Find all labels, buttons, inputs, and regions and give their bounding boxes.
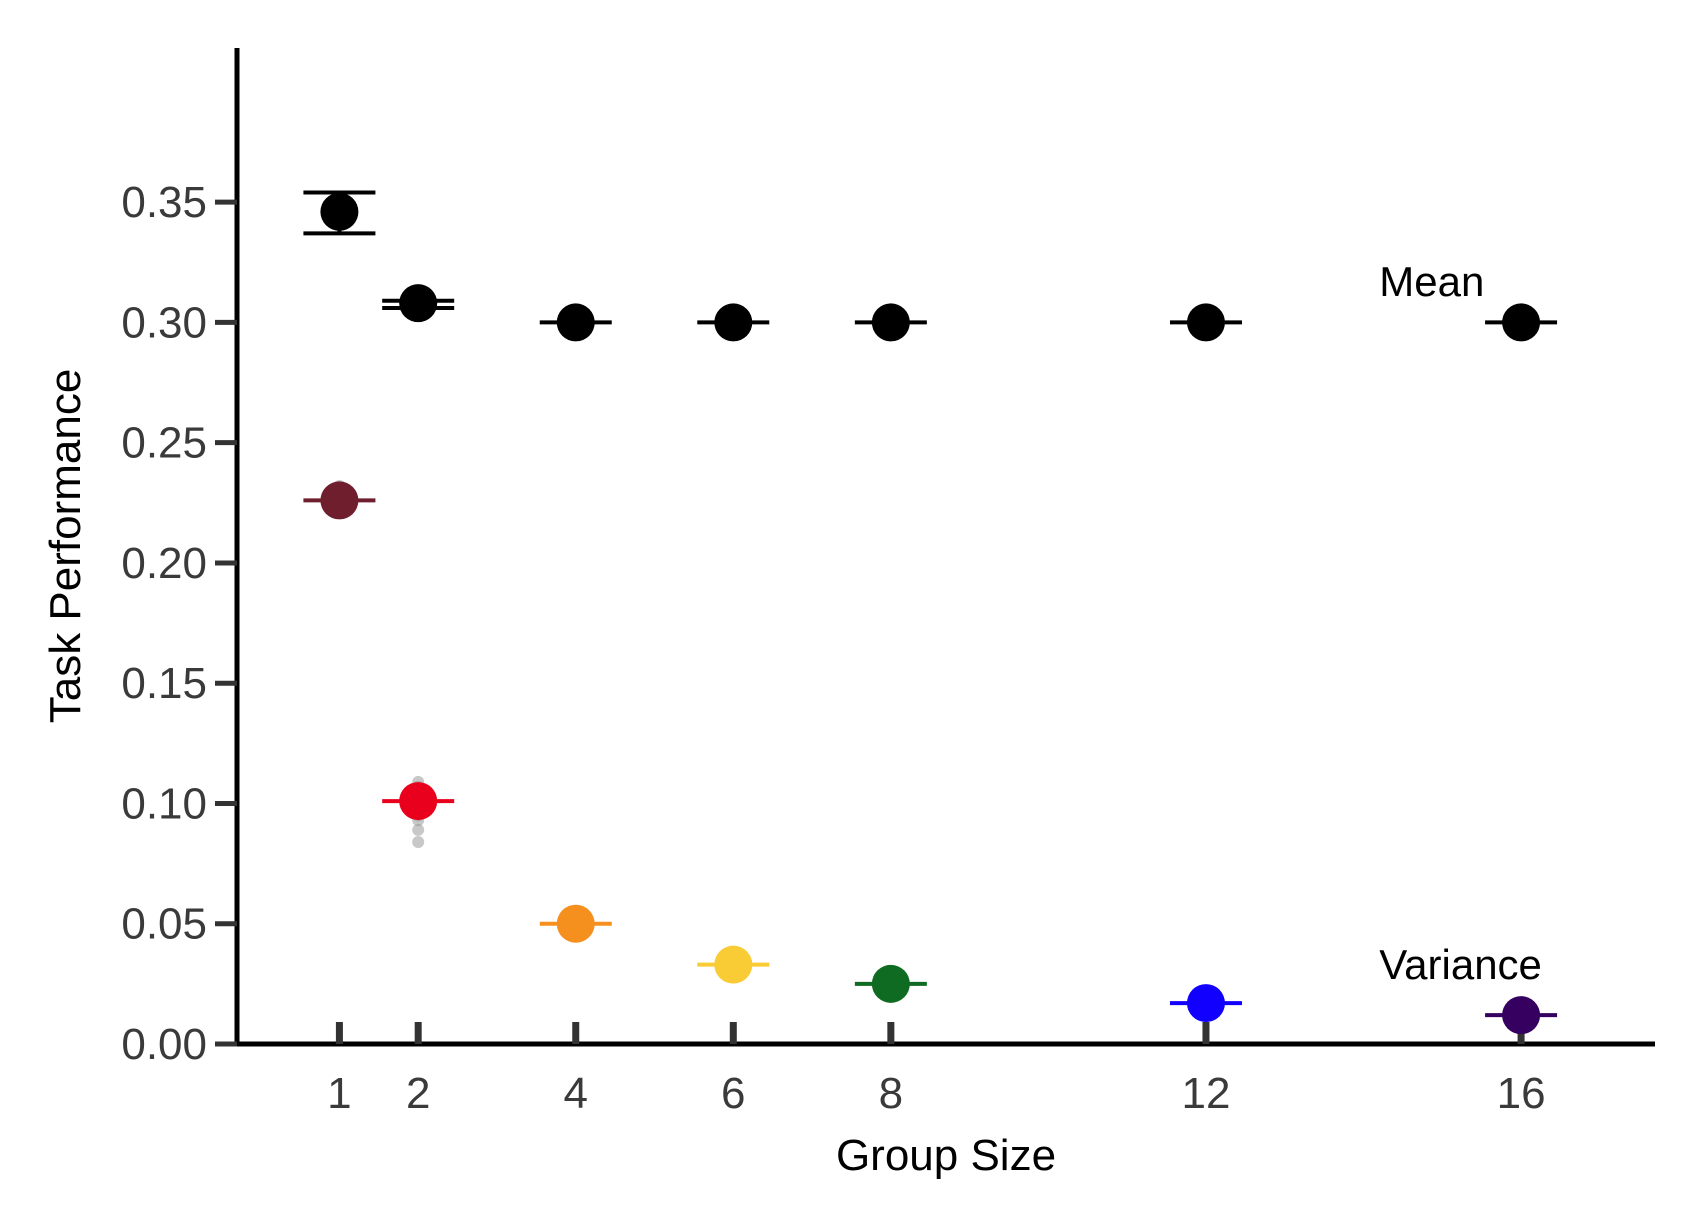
x-tick-label: 16 (1497, 1069, 1546, 1118)
annotations: Mean Variance (1379, 258, 1542, 988)
mean-point (1502, 303, 1541, 342)
y-tick-label: 0.30 (121, 298, 207, 347)
y-axis-title: Task Performance (41, 369, 90, 724)
variance-point (399, 782, 438, 821)
axes: 0.000.050.100.150.200.250.300.351 2 4 6 8 12 1… (41, 48, 1655, 1180)
y-tick-label: 0.10 (121, 779, 207, 828)
annotation-label: Mean (1379, 258, 1484, 305)
error-bars (303, 190, 1558, 1018)
x-tick-label: 6 (721, 1069, 745, 1118)
variance-point (320, 481, 359, 520)
y-tick-label: 0.15 (121, 659, 207, 708)
variance-point (871, 964, 910, 1003)
variance-point (1186, 984, 1225, 1023)
mean-point (714, 303, 753, 342)
y-tick-label: 0.05 (121, 900, 207, 949)
mean-point (556, 303, 595, 342)
variance-point (714, 945, 753, 984)
replicate-point (412, 823, 425, 836)
x-tick-label: 8 (879, 1069, 903, 1118)
mean-point (871, 303, 910, 342)
mean-point (1186, 303, 1225, 342)
variance-point (556, 904, 595, 943)
y-tick-label: 0.25 (121, 419, 207, 468)
x-tick-label: 12 (1181, 1069, 1230, 1118)
x-tick-label: 1 (327, 1069, 351, 1118)
y-tick-label: 0.35 (121, 178, 207, 227)
variance-point (1502, 996, 1541, 1035)
annotation-label: Variance (1379, 941, 1542, 988)
x-axis-title: Group Size (836, 1131, 1056, 1180)
y-tick-label: 0.00 (121, 1020, 207, 1069)
x-tick-label: 4 (564, 1069, 588, 1118)
data-points (320, 192, 1541, 1035)
mean-point (399, 284, 438, 323)
replicate-point (412, 835, 425, 848)
x-tick-label: 2 (406, 1069, 430, 1118)
mean-point (320, 192, 359, 231)
y-tick-label: 0.20 (121, 539, 207, 588)
